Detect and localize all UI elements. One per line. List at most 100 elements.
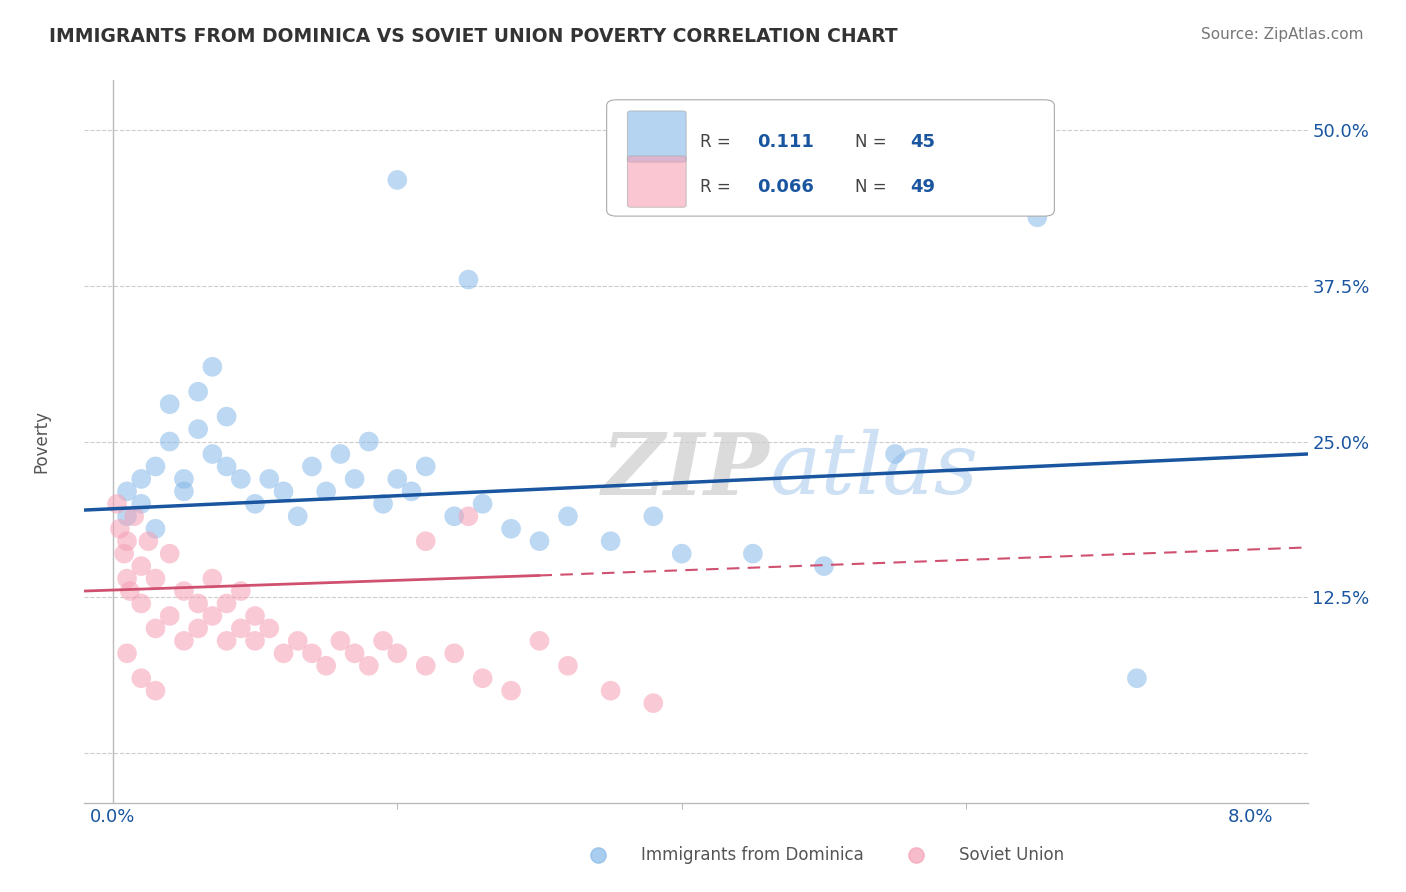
Point [229, 621, 252, 635]
Point [145, 683, 167, 698]
FancyBboxPatch shape [627, 111, 686, 162]
Point [145, 572, 167, 586]
Point [259, 472, 281, 486]
Point [415, 658, 437, 673]
Point [287, 509, 309, 524]
Point [499, 522, 522, 536]
Point [301, 459, 323, 474]
Point [443, 509, 465, 524]
Point [273, 484, 295, 499]
Point [415, 534, 437, 549]
Point [329, 447, 352, 461]
Point [173, 633, 195, 648]
Point [159, 609, 181, 624]
Point [115, 484, 138, 499]
Point [187, 621, 209, 635]
Point [201, 447, 224, 461]
Point [108, 522, 131, 536]
Point [371, 497, 394, 511]
Point [643, 509, 665, 524]
Point [315, 484, 337, 499]
FancyBboxPatch shape [606, 100, 1054, 216]
Point [145, 621, 167, 635]
Point [457, 509, 479, 524]
Text: 0.111: 0.111 [758, 133, 814, 152]
Point [499, 683, 522, 698]
Point [1126, 671, 1149, 685]
Point [215, 459, 238, 474]
Point [173, 472, 195, 486]
Point [343, 472, 366, 486]
Text: 0.066: 0.066 [758, 178, 814, 196]
Point [187, 422, 209, 436]
Point [273, 646, 295, 660]
Point [159, 434, 181, 449]
Text: Immigrants from Dominica: Immigrants from Dominica [641, 846, 863, 863]
Text: Poverty: Poverty [32, 410, 51, 473]
Point [357, 434, 380, 449]
Point [159, 397, 181, 411]
Point [118, 584, 141, 599]
Point [529, 633, 551, 648]
Point [315, 658, 337, 673]
Text: ZIP: ZIP [602, 429, 769, 512]
Point [884, 447, 907, 461]
Point [159, 547, 181, 561]
Point [138, 534, 160, 549]
Point [229, 472, 252, 486]
Text: Soviet Union: Soviet Union [959, 846, 1064, 863]
Point [201, 572, 224, 586]
Text: Source: ZipAtlas.com: Source: ZipAtlas.com [1201, 27, 1364, 42]
Point [215, 409, 238, 424]
Point [229, 584, 252, 599]
Point [259, 621, 281, 635]
Point [129, 472, 152, 486]
Point [187, 597, 209, 611]
Text: R =: R = [700, 133, 730, 152]
Point [813, 559, 835, 574]
Point [643, 696, 665, 710]
Point [387, 472, 409, 486]
Point [471, 671, 494, 685]
Point [529, 534, 551, 549]
Point [387, 646, 409, 660]
Point [387, 173, 409, 187]
Point [129, 597, 152, 611]
Point [557, 509, 579, 524]
Text: N =: N = [855, 133, 887, 152]
Point [741, 547, 763, 561]
Point [457, 272, 479, 286]
Point [301, 646, 323, 660]
Point [115, 646, 138, 660]
Point [145, 459, 167, 474]
Point [599, 683, 621, 698]
Text: atlas: atlas [769, 429, 979, 512]
Point [145, 522, 167, 536]
Text: R =: R = [700, 178, 730, 196]
Point [173, 584, 195, 599]
Point [471, 497, 494, 511]
Point [243, 633, 266, 648]
Point [105, 497, 128, 511]
FancyBboxPatch shape [627, 156, 686, 207]
Point [129, 559, 152, 574]
Point [343, 646, 366, 660]
Point [215, 633, 238, 648]
Point [187, 384, 209, 399]
Point [415, 459, 437, 474]
Point [329, 633, 352, 648]
Point [443, 646, 465, 660]
Point [357, 658, 380, 673]
Text: IMMIGRANTS FROM DOMINICA VS SOVIET UNION POVERTY CORRELATION CHART: IMMIGRANTS FROM DOMINICA VS SOVIET UNION… [49, 27, 898, 45]
Point [129, 671, 152, 685]
Text: 49: 49 [910, 178, 935, 196]
Text: 45: 45 [910, 133, 935, 152]
Point [173, 484, 195, 499]
Point [401, 484, 423, 499]
Point [1026, 211, 1049, 225]
Point [287, 633, 309, 648]
Point [115, 534, 138, 549]
Point [243, 497, 266, 511]
Point [129, 497, 152, 511]
Point [671, 547, 693, 561]
